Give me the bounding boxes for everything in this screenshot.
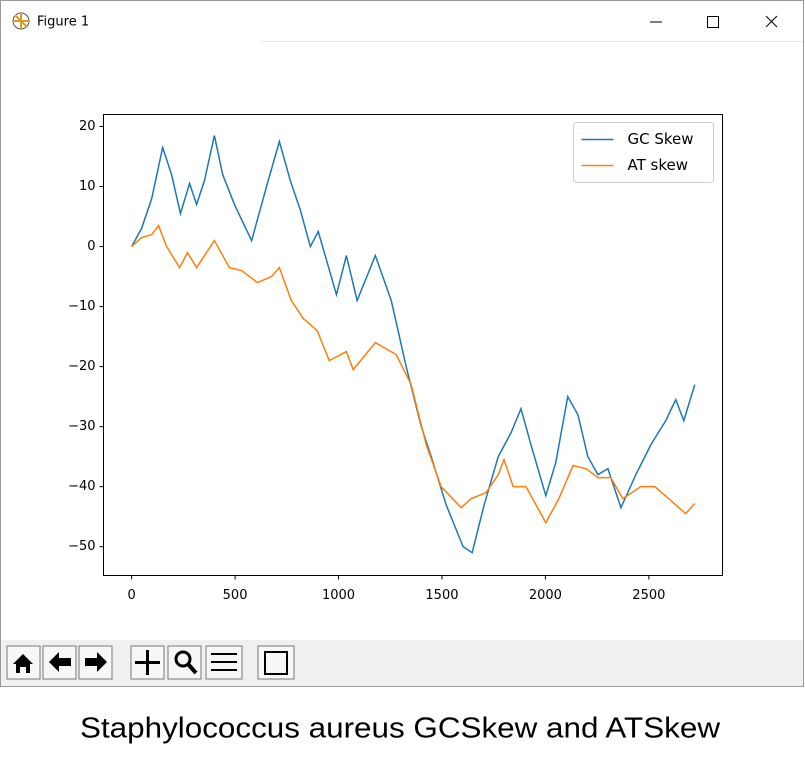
y-tick-label: −40	[68, 479, 95, 494]
x-tick-label: 0	[127, 588, 135, 603]
x-tick-label: 2500	[632, 588, 665, 603]
window-title: Figure 1	[37, 15, 89, 30]
plot-frame	[103, 114, 723, 576]
pan-icon	[135, 650, 160, 675]
toolbar	[1, 640, 803, 686]
y-tick-label: −30	[68, 419, 95, 434]
close-button[interactable]	[765, 15, 778, 28]
y-tick-label: −50	[68, 539, 95, 554]
forward-icon	[85, 652, 107, 672]
save-icon	[264, 651, 288, 675]
x-tick-label: 500	[223, 588, 248, 603]
maximize-button[interactable]	[707, 16, 719, 28]
y-tick-label: 10	[79, 179, 96, 194]
x-tick-label: 1000	[322, 588, 355, 603]
back-icon	[49, 652, 71, 672]
window-frame	[0, 0, 804, 687]
legend-label: AT skew	[628, 156, 689, 174]
x-tick-label: 2000	[529, 588, 562, 603]
legend-box	[573, 122, 714, 183]
series-line	[130, 135, 696, 554]
configure-icon	[211, 653, 237, 671]
home-icon	[13, 654, 33, 673]
app-icon-mark	[13, 13, 29, 29]
series-line	[131, 224, 696, 525]
y-tick-label: 0	[87, 239, 95, 254]
x-tick-label: 1500	[425, 588, 458, 603]
y-tick-label: 20	[79, 119, 96, 134]
caption: Staphylococcus aureus GCSkew and ATSkew	[80, 713, 721, 745]
zoom-icon	[174, 650, 192, 668]
legend-label: GC Skew	[628, 130, 694, 148]
y-tick-label: −10	[68, 299, 95, 314]
zoom-handle	[186, 662, 198, 675]
toolbar-icons	[6, 645, 295, 680]
y-tick-label: −20	[68, 359, 95, 374]
